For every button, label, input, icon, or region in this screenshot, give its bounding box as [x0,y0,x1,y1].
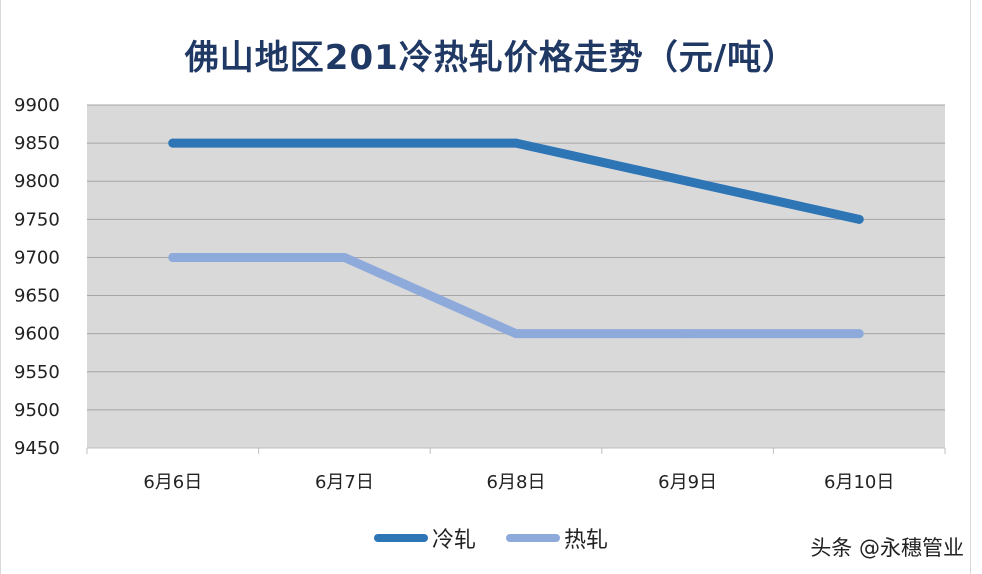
data-point [683,329,693,339]
x-tick-label: 6月6日 [143,472,202,493]
x-tick-label: 6月7日 [315,472,374,493]
left-frame-line [0,0,1,574]
x-tick-label: 6月8日 [487,472,546,493]
y-tick-label: 9650 [14,286,60,307]
y-tick-label: 9900 [14,95,60,116]
data-point [339,252,349,262]
data-point [511,329,521,339]
chart-legend: 冷轧 热轧 [0,522,982,554]
data-point [339,138,349,148]
data-point [854,214,864,224]
y-tick-label: 9550 [14,362,60,383]
y-tick-label: 9700 [14,247,60,268]
legend-label-cold: 冷轧 [431,528,476,553]
data-point [854,329,864,339]
x-tick-label: 6月9日 [658,472,717,493]
y-tick-label: 9500 [14,400,60,421]
data-point [511,138,521,148]
legend-swatch-cold [373,534,428,542]
legend-item-cold: 冷轧 [373,522,476,554]
plot-area [87,105,945,448]
y-tick-label: 9600 [14,324,60,345]
legend-item-hot: 热轧 [506,522,608,554]
data-point [168,138,178,148]
y-tick-label: 9750 [14,209,60,230]
watermark: 头条 @永穗管业 [810,536,964,560]
legend-swatch-hot [506,534,560,542]
data-point [683,176,693,186]
data-point [168,252,178,262]
y-tick-label: 9850 [14,133,60,154]
x-tick-label: 6月10日 [824,472,894,493]
y-tick-label: 9450 [14,438,60,459]
chart-title: 佛山地区201冷热轧价格走势（元/吨） [184,38,798,78]
right-frame-line [970,0,971,574]
y-tick-label: 9800 [14,171,60,192]
legend-label-hot: 热轧 [564,528,609,553]
